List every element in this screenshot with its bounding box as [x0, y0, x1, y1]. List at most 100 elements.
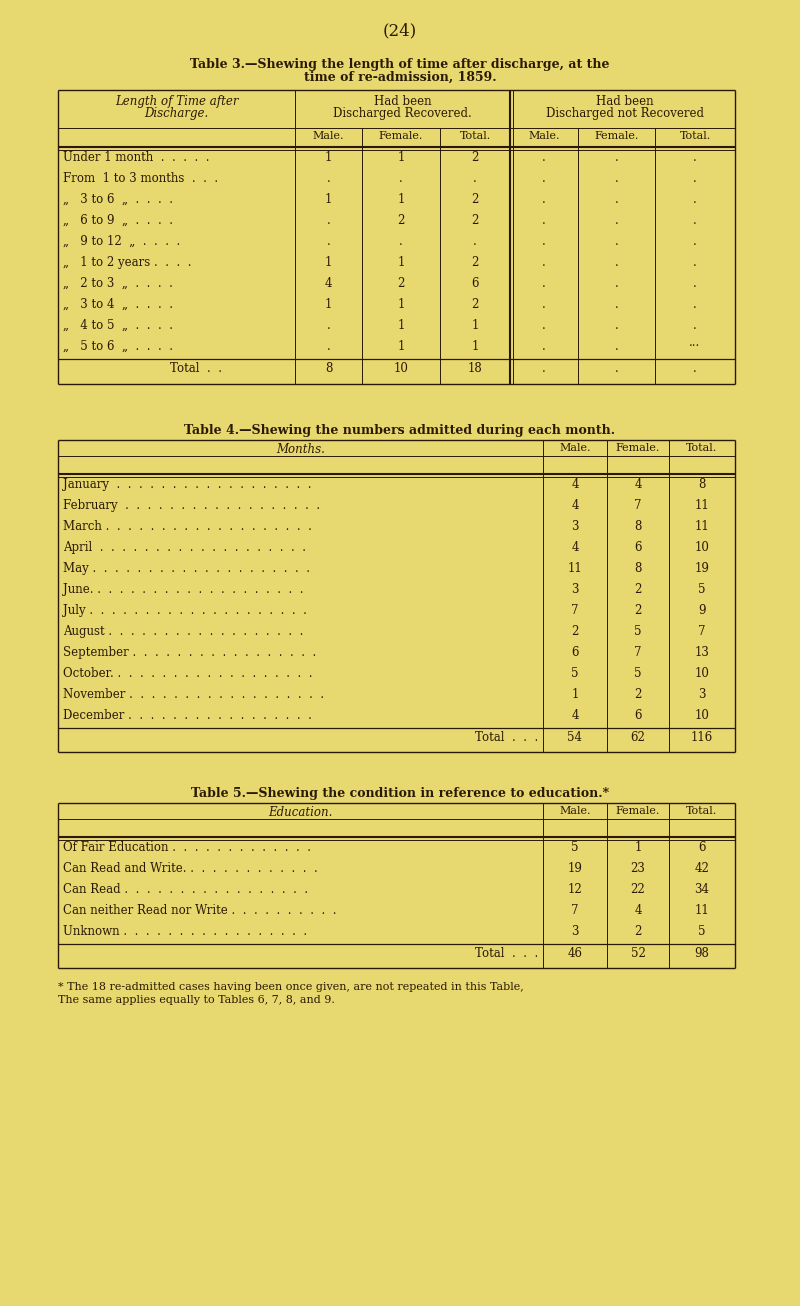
Text: Had been: Had been — [374, 95, 431, 108]
Text: 3: 3 — [698, 688, 706, 701]
Text: 2: 2 — [471, 193, 478, 206]
Text: 1: 1 — [398, 340, 405, 353]
Text: 2: 2 — [471, 256, 478, 269]
Text: 10: 10 — [694, 541, 710, 554]
Text: Total  .  .  .: Total . . . — [474, 947, 538, 960]
Text: 6: 6 — [634, 709, 642, 722]
Text: .: . — [326, 214, 330, 227]
Text: Female.: Female. — [594, 131, 638, 141]
Text: 2: 2 — [634, 582, 642, 596]
Text: 10: 10 — [694, 667, 710, 680]
Text: .: . — [614, 214, 618, 227]
Text: „   5 to 6  „  .  .  .  .: „ 5 to 6 „ . . . . — [63, 340, 173, 353]
Text: 7: 7 — [571, 904, 578, 917]
Text: .: . — [326, 172, 330, 185]
Text: .: . — [693, 235, 697, 248]
Text: 6: 6 — [634, 541, 642, 554]
Text: 62: 62 — [630, 731, 646, 744]
Text: Male.: Male. — [559, 443, 590, 453]
Text: * The 18 re-admitted cases having been once given, are not repeated in this Tabl: * The 18 re-admitted cases having been o… — [58, 982, 524, 993]
Text: 2: 2 — [634, 688, 642, 701]
Text: Table 4.—Shewing the numbers admitted during each month.: Table 4.—Shewing the numbers admitted du… — [185, 424, 615, 438]
Text: 2: 2 — [398, 277, 405, 290]
Text: Table 3.—Shewing the length of time after discharge, at the: Table 3.—Shewing the length of time afte… — [190, 57, 610, 71]
Text: 4: 4 — [571, 541, 578, 554]
Text: Table 5.—Shewing the condition in reference to education.*: Table 5.—Shewing the condition in refere… — [191, 788, 609, 801]
Text: 42: 42 — [694, 862, 710, 875]
Text: 10: 10 — [694, 709, 710, 722]
Text: Discharged Recovered.: Discharged Recovered. — [333, 107, 472, 120]
Text: Total  .  .  .: Total . . . — [474, 731, 538, 744]
Text: 1: 1 — [398, 151, 405, 165]
Text: 1: 1 — [398, 193, 405, 206]
Text: .: . — [614, 172, 618, 185]
Text: 2: 2 — [634, 603, 642, 616]
Text: 23: 23 — [630, 862, 646, 875]
Text: 3: 3 — [571, 520, 578, 533]
Text: 2: 2 — [634, 925, 642, 938]
Text: .: . — [614, 235, 618, 248]
Text: Months.: Months. — [276, 443, 325, 456]
Text: December .  .  .  .  .  .  .  .  .  .  .  .  .  .  .  .  .: December . . . . . . . . . . . . . . . .… — [63, 709, 312, 722]
Text: .: . — [614, 362, 618, 375]
Text: 4: 4 — [634, 478, 642, 491]
Text: .: . — [693, 319, 697, 332]
Text: .: . — [614, 340, 618, 353]
Text: .: . — [399, 172, 403, 185]
Text: 22: 22 — [630, 883, 646, 896]
Text: 7: 7 — [634, 499, 642, 512]
Text: 1: 1 — [325, 298, 332, 311]
Text: 2: 2 — [471, 298, 478, 311]
Text: 5: 5 — [634, 626, 642, 639]
Text: 1: 1 — [325, 256, 332, 269]
Text: Total.: Total. — [459, 131, 490, 141]
Text: The same applies equally to Tables 6, 7, 8, and 9.: The same applies equally to Tables 6, 7,… — [58, 995, 335, 1006]
Text: Under 1 month  .  .  .  .  .: Under 1 month . . . . . — [63, 151, 210, 165]
Text: .: . — [614, 298, 618, 311]
Text: .: . — [399, 235, 403, 248]
Text: 5: 5 — [698, 582, 706, 596]
Text: August .  .  .  .  .  .  .  .  .  .  .  .  .  .  .  .  .  .: August . . . . . . . . . . . . . . . . .… — [63, 626, 303, 639]
Text: 13: 13 — [694, 646, 710, 660]
Text: 7: 7 — [571, 603, 578, 616]
Text: Total.: Total. — [679, 131, 710, 141]
Text: Had been: Had been — [596, 95, 654, 108]
Text: Length of Time after: Length of Time after — [114, 95, 238, 108]
Text: .: . — [542, 298, 546, 311]
Text: 2: 2 — [471, 214, 478, 227]
Text: .: . — [542, 319, 546, 332]
Text: 1: 1 — [398, 298, 405, 311]
Text: „   3 to 4  „  .  .  .  .: „ 3 to 4 „ . . . . — [63, 298, 173, 311]
Text: 6: 6 — [471, 277, 478, 290]
Text: July .  .  .  .  .  .  .  .  .  .  .  .  .  .  .  .  .  .  .  .: July . . . . . . . . . . . . . . . . . .… — [63, 603, 307, 616]
Text: 1: 1 — [471, 340, 478, 353]
Text: Female.: Female. — [379, 131, 423, 141]
Text: „   1 to 2 years .  .  .  .: „ 1 to 2 years . . . . — [63, 256, 191, 269]
Text: Total  .  .: Total . . — [170, 362, 222, 375]
Text: 2: 2 — [398, 214, 405, 227]
Text: .: . — [614, 256, 618, 269]
Text: .: . — [693, 172, 697, 185]
Text: .: . — [542, 340, 546, 353]
Text: April  .  .  .  .  .  .  .  .  .  .  .  .  .  .  .  .  .  .  .: April . . . . . . . . . . . . . . . . . … — [63, 541, 306, 554]
Text: „   9 to 12  „  .  .  .  .: „ 9 to 12 „ . . . . — [63, 235, 180, 248]
Text: Discharge.: Discharge. — [144, 107, 209, 120]
Text: Total.: Total. — [686, 443, 718, 453]
Text: .: . — [326, 319, 330, 332]
Text: From  1 to 3 months  .  .  .: From 1 to 3 months . . . — [63, 172, 218, 185]
Text: 1: 1 — [398, 319, 405, 332]
Text: .: . — [693, 362, 697, 375]
Text: Female.: Female. — [616, 443, 660, 453]
Text: .: . — [614, 319, 618, 332]
Text: October. .  .  .  .  .  .  .  .  .  .  .  .  .  .  .  .  .  .: October. . . . . . . . . . . . . . . . .… — [63, 667, 313, 680]
Text: Education.: Education. — [268, 806, 333, 819]
Text: Female.: Female. — [616, 806, 660, 816]
Text: September .  .  .  .  .  .  .  .  .  .  .  .  .  .  .  .  .: September . . . . . . . . . . . . . . . … — [63, 646, 316, 660]
Text: March .  .  .  .  .  .  .  .  .  .  .  .  .  .  .  .  .  .  .: March . . . . . . . . . . . . . . . . . … — [63, 520, 312, 533]
Text: .: . — [542, 235, 546, 248]
Text: .: . — [693, 193, 697, 206]
Text: 1: 1 — [471, 319, 478, 332]
Text: 8: 8 — [634, 562, 642, 575]
Text: .: . — [473, 235, 477, 248]
Text: 1: 1 — [325, 151, 332, 165]
